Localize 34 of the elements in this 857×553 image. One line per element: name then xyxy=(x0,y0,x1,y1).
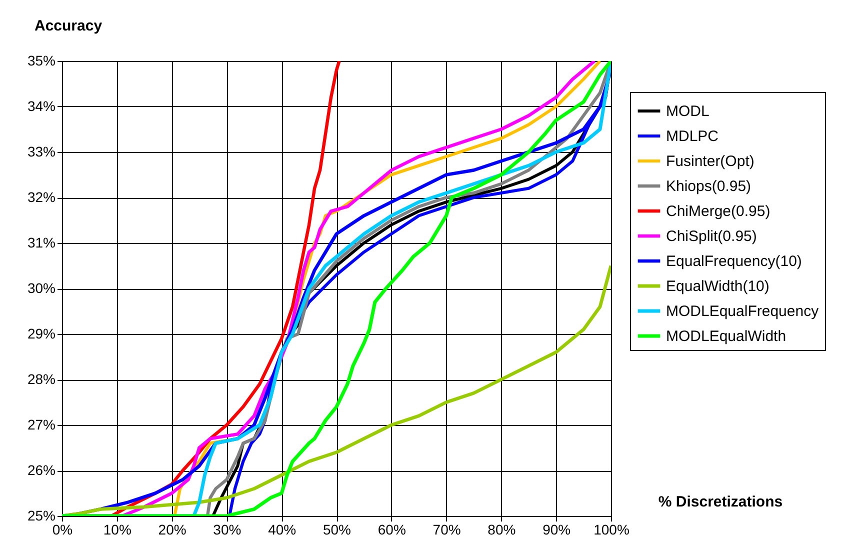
x-tick-label: 60% xyxy=(378,522,406,538)
y-tick-label: 30% xyxy=(27,280,56,296)
y-tick-label: 31% xyxy=(27,234,56,250)
legend-label: EqualFrequency(10) xyxy=(666,253,802,270)
y-tick-label: 26% xyxy=(27,462,56,478)
x-tick-label: 20% xyxy=(158,522,186,538)
y-tick-label: 33% xyxy=(27,144,56,160)
legend-label: MDLPC xyxy=(666,128,719,145)
y-tick-label: 29% xyxy=(27,326,56,342)
x-tick-label: 40% xyxy=(268,522,296,538)
y-tick-label: 35% xyxy=(27,52,56,68)
x-tick-label: 100% xyxy=(594,522,630,538)
x-tick-label: 30% xyxy=(213,522,242,538)
y-tick-label: 25% xyxy=(27,508,56,524)
x-tick-label: 70% xyxy=(432,522,461,538)
legend-label: EqualWidth(10) xyxy=(666,278,770,295)
x-tick-label: 80% xyxy=(488,522,516,538)
legend-label: ChiMerge(0.95) xyxy=(666,203,770,220)
x-axis-title: % Discretizations xyxy=(658,494,783,510)
y-axis-title: Accuracy xyxy=(34,18,103,34)
y-tick-label: 34% xyxy=(27,98,56,114)
x-tick-label: 90% xyxy=(542,522,571,538)
legend-label: MODLEqualFrequency xyxy=(666,303,820,320)
legend-label: MODL xyxy=(666,103,710,120)
x-tick-label: 0% xyxy=(52,522,73,538)
y-tick-label: 32% xyxy=(27,189,56,205)
legend-label: MODLEqualWidth xyxy=(666,328,786,345)
x-tick-label: 50% xyxy=(322,522,352,538)
legend-label: ChiSplit(0.95) xyxy=(666,228,757,245)
legend-label: Fusinter(Opt) xyxy=(666,153,754,170)
legend-label: Khiops(0.95) xyxy=(666,178,752,195)
x-tick-label: 10% xyxy=(103,522,132,538)
y-tick-label: 28% xyxy=(27,371,56,387)
y-tick-label: 27% xyxy=(27,416,56,432)
